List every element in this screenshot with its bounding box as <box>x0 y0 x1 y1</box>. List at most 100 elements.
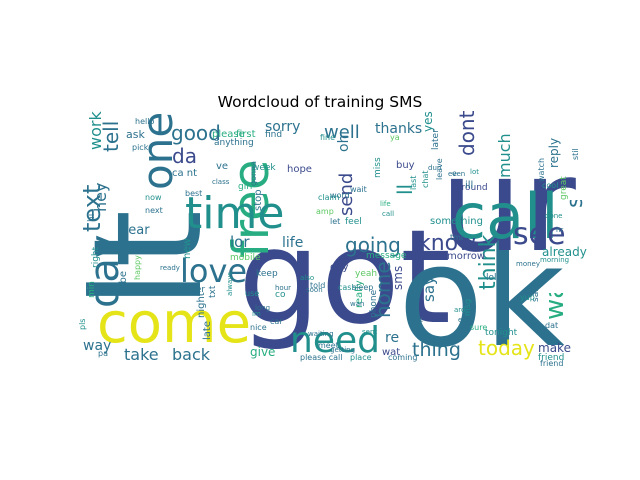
word-chat: chat <box>421 170 430 188</box>
word-hey: hey <box>91 183 110 212</box>
word-told: told <box>310 281 325 290</box>
word-last: last <box>409 176 418 190</box>
word-dat: dat <box>545 321 558 330</box>
word-cool: cool <box>542 181 558 190</box>
word-always: always <box>226 272 234 296</box>
word-make: make <box>538 341 571 355</box>
word-girl: girl <box>238 182 252 192</box>
word-hope: hope <box>287 164 312 175</box>
word-time: time <box>185 188 284 239</box>
word-e: e <box>452 169 457 178</box>
word-morning: morning <box>540 256 569 264</box>
word-hr: hr <box>556 226 563 234</box>
word-next: next <box>145 206 163 215</box>
word-later: later <box>431 129 441 150</box>
word-ask: ask <box>126 128 145 141</box>
word-please-call: please call <box>300 353 343 362</box>
word-dun: dun <box>428 164 441 172</box>
word-ill: ill <box>465 180 473 191</box>
word-friend: friend <box>540 359 563 368</box>
word-even: even <box>448 170 465 178</box>
word-use: use <box>245 289 259 298</box>
word-meet: meet <box>318 341 339 350</box>
word-thing: thing <box>412 339 461 361</box>
word-tonight: tonight <box>485 328 518 338</box>
word-msg: msg <box>463 299 472 316</box>
word-work: work <box>86 111 105 150</box>
word-class: class <box>212 178 230 186</box>
word-ur: ur <box>440 129 576 281</box>
word-lol: lol <box>486 273 497 283</box>
word-call: call <box>382 210 394 218</box>
word-best: best <box>185 189 202 198</box>
word-anything: anything <box>214 138 254 148</box>
word-dear: dear <box>120 223 150 238</box>
word-watch: watch <box>537 158 546 182</box>
word-money: money <box>516 260 540 268</box>
word-sms: sms <box>391 266 405 290</box>
word-give: give <box>250 345 275 359</box>
word-guy: guy <box>330 262 349 273</box>
word-tmr: tmr <box>450 233 465 242</box>
word-feel: feel <box>345 217 362 227</box>
word-life: life <box>380 200 391 208</box>
word-said: said <box>531 284 541 302</box>
word-reply: reply <box>547 138 561 168</box>
word-yes: yes <box>421 111 435 132</box>
word-something: something <box>430 216 483 227</box>
word-pick: pick <box>132 143 149 152</box>
word-got: got <box>238 201 451 353</box>
word-today: today <box>478 336 535 360</box>
word-week: week <box>252 163 276 173</box>
word-nice: nice <box>250 323 267 332</box>
word-good: good <box>171 121 221 145</box>
word-txt: txt <box>208 285 218 298</box>
word-call: call <box>452 180 559 253</box>
word-pls: pls <box>78 319 87 330</box>
word-take: take <box>124 345 159 364</box>
word-find: find <box>265 130 282 140</box>
word-pa: pa <box>98 349 108 358</box>
word-think: think <box>476 234 501 290</box>
word-amp: amp <box>316 207 334 216</box>
word-right: right <box>91 246 101 268</box>
word-soon: soon <box>306 286 323 294</box>
word-send: send <box>336 173 357 216</box>
word-co: co <box>275 290 286 300</box>
word-night: night <box>196 292 207 318</box>
word-number: number <box>170 285 205 295</box>
word-claim: claim <box>318 193 340 202</box>
word-sent: sent <box>362 328 377 336</box>
word-still: still <box>563 170 588 208</box>
word-coming: coming <box>388 353 417 362</box>
word-hello: hello <box>135 117 154 126</box>
word-see: see <box>513 217 566 252</box>
word-new: new <box>182 238 193 259</box>
word-thk: thk <box>410 315 423 324</box>
word-im: im <box>252 310 261 318</box>
word-life: life <box>282 235 303 251</box>
word-friend: friend <box>538 353 564 363</box>
word-thanks: thanks <box>375 121 422 137</box>
word-well: well <box>324 122 360 143</box>
word-place: place <box>350 353 372 362</box>
word-min: min <box>87 281 97 298</box>
word-text: text <box>78 185 106 232</box>
word-word: word <box>330 191 350 200</box>
word-tomorrow: tomorrow <box>437 251 485 262</box>
word-ya: ya <box>390 133 400 142</box>
word-stop: stop <box>253 189 264 211</box>
word-around: around <box>456 183 488 193</box>
word-re: re <box>385 330 399 346</box>
word-home: home <box>371 261 395 318</box>
word-ve: ve <box>216 161 228 172</box>
word-still: still <box>571 146 580 160</box>
word-cash: cash <box>338 283 357 292</box>
word-wat: wat <box>382 347 400 358</box>
word-getting: getting <box>330 346 355 354</box>
word-day: day <box>82 234 128 308</box>
word-hour: hour <box>275 284 291 292</box>
word-message: message <box>366 251 407 261</box>
word-ok: ok <box>398 216 565 379</box>
